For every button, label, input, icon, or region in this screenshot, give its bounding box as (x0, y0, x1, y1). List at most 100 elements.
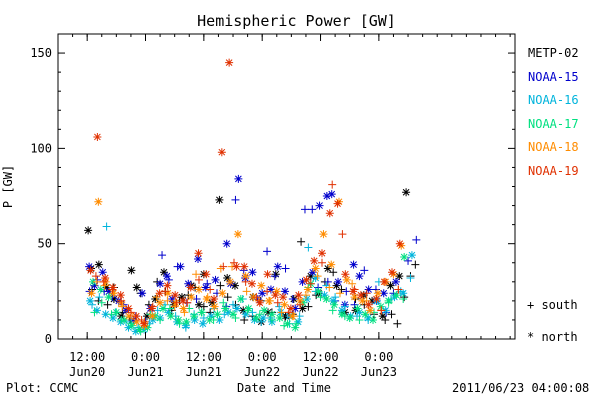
point-north-noaa-17 (267, 310, 276, 319)
point-south-noaa-17 (165, 304, 174, 313)
point-north-metp-02 (395, 272, 404, 281)
point-north-noaa-19 (310, 256, 319, 265)
point-north-noaa-18 (179, 304, 188, 313)
point-north-metp-02 (332, 281, 341, 290)
point-north-noaa-18 (163, 289, 172, 298)
point-north-noaa-15 (258, 289, 267, 298)
point-south-noaa-15 (281, 264, 290, 273)
point-north-noaa-18 (148, 312, 157, 321)
point-north-noaa-17 (260, 306, 269, 315)
point-north-noaa-19 (279, 293, 288, 302)
point-north-noaa-19 (163, 281, 172, 290)
point-north-noaa-15 (222, 239, 231, 248)
point-south-metp-02 (223, 293, 232, 302)
plot-credit: Plot: CCMC (6, 381, 79, 395)
x-tick-date-label: Jun22 (244, 365, 280, 379)
point-north-metp-02 (84, 226, 93, 235)
chart-title: Hemispheric Power [GW] (197, 12, 396, 30)
point-north-noaa-17 (135, 325, 144, 334)
point-north-noaa-16 (108, 314, 117, 323)
point-south-noaa-15 (323, 277, 332, 286)
point-north-noaa-17 (96, 285, 105, 294)
point-north-noaa-16 (131, 327, 140, 336)
point-south-noaa-19 (91, 272, 100, 281)
point-north-noaa-17 (174, 315, 183, 324)
point-north-noaa-15 (291, 304, 300, 313)
point-south-noaa-19 (306, 279, 315, 288)
point-north-noaa-15 (105, 287, 114, 296)
legend-item-metp-02: METP-02 (528, 46, 579, 60)
point-north-noaa-18 (87, 289, 96, 298)
point-south-metp-02 (103, 300, 112, 309)
point-north-noaa-17 (392, 291, 401, 300)
point-north-noaa-17 (112, 308, 121, 317)
point-north-noaa-18 (187, 293, 196, 302)
point-north-noaa-15 (334, 277, 343, 286)
point-south-noaa-19 (296, 300, 305, 309)
point-south-noaa-19 (273, 298, 282, 307)
point-north-metp-02 (402, 188, 411, 197)
point-north-noaa-15 (327, 190, 336, 199)
point-south-noaa-19 (328, 180, 337, 189)
point-north-noaa-16 (92, 306, 101, 315)
point-north-noaa-19 (247, 279, 256, 288)
point-south-metp-02 (329, 268, 338, 277)
point-north-noaa-18 (373, 289, 382, 298)
point-north-metp-02 (378, 312, 387, 321)
point-north-noaa-15 (138, 289, 147, 298)
point-south-noaa-19 (284, 308, 293, 317)
point-north-noaa-18 (280, 300, 289, 309)
point-north-noaa-19 (147, 304, 156, 313)
point-south-noaa-17 (156, 315, 165, 324)
point-south-noaa-18 (325, 283, 334, 292)
x-tick-date-label: Jun22 (302, 365, 338, 379)
point-south-noaa-15 (192, 294, 201, 303)
point-south-noaa-16 (304, 243, 313, 252)
point-north-noaa-15 (322, 192, 331, 201)
point-north-noaa-19 (349, 287, 358, 296)
point-north-noaa-18 (218, 289, 227, 298)
point-north-noaa-19 (255, 298, 264, 307)
legend-item-noaa-17: NOAA-17 (528, 116, 579, 131)
x-tick-date-label: Jun23 (361, 365, 397, 379)
point-south-noaa-18 (301, 291, 310, 300)
y-tick-label: 50 (38, 237, 52, 251)
point-north-noaa-18 (342, 275, 351, 284)
legend-item-noaa-15: NOAA-15 (528, 69, 579, 84)
point-north-noaa-19 (387, 268, 396, 277)
point-south-noaa-16 (406, 274, 415, 282)
point-south-noaa-18 (242, 287, 251, 296)
point-north-metp-02 (127, 266, 136, 275)
point-north-noaa-19 (271, 291, 280, 300)
y-tick-label: 100 (30, 141, 52, 155)
point-north-noaa-18 (311, 264, 320, 273)
x-tick-time-label: 0:00 (248, 350, 277, 364)
point-north-noaa-19 (364, 300, 373, 309)
point-north-noaa-16 (364, 314, 373, 323)
x-tick-date-label: Jun21 (186, 365, 222, 379)
point-north-noaa-17 (400, 253, 409, 262)
point-north-noaa-17 (197, 308, 206, 317)
point-south-noaa-15 (263, 247, 272, 256)
point-south-noaa-19 (362, 289, 371, 298)
point-north-noaa-18 (109, 289, 118, 298)
point-south-noaa-16 (199, 314, 208, 323)
point-north-noaa-19 (93, 132, 102, 141)
point-south-metp-02 (387, 310, 396, 319)
point-north-noaa-16 (294, 317, 303, 326)
point-south-noaa-15 (308, 205, 317, 214)
point-south-metp-02 (240, 315, 249, 324)
point-north-noaa-19 (356, 291, 365, 300)
point-south-noaa-17 (255, 310, 264, 319)
point-north-noaa-15 (162, 272, 171, 281)
point-south-noaa-15 (404, 256, 413, 265)
point-south-noaa-15 (231, 195, 240, 204)
point-north-noaa-19 (240, 262, 249, 271)
timestamp: 2011/06/23 04:00:08 (452, 381, 590, 395)
point-north-noaa-18 (94, 197, 103, 206)
point-north-noaa-17 (104, 293, 113, 302)
point-north-noaa-19 (140, 319, 149, 328)
point-north-noaa-17 (384, 296, 393, 305)
point-south-noaa-19 (194, 275, 203, 284)
